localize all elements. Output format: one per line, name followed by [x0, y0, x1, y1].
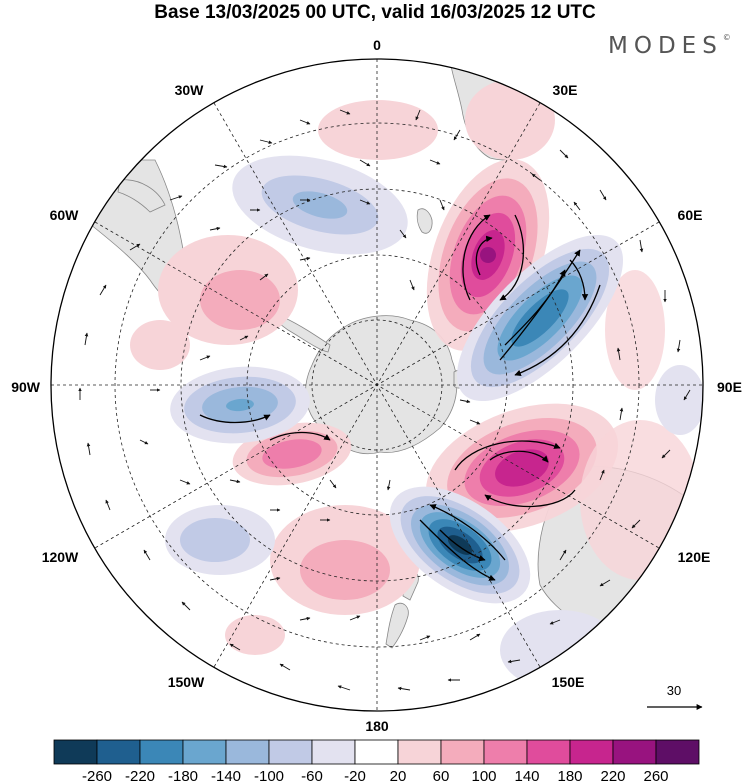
reference-vector: 30 [647, 683, 703, 710]
lon-label-120e: 120E [678, 549, 711, 565]
colorbar-swatch-10 [483, 739, 528, 765]
madagascar-land [416, 208, 433, 234]
lon-label-30w: 30W [175, 82, 205, 98]
positive-anomaly-left-edge [130, 320, 190, 370]
lon-label-30e: 30E [553, 82, 578, 98]
colorbar-tick-label: -140 [211, 768, 241, 783]
colorbar-tick-label: -20 [344, 768, 366, 783]
meridians [51, 59, 703, 711]
reference-vector-label: 30 [667, 683, 681, 698]
map-title: Base 13/03/2025 00 UTC, valid 16/03/2025… [154, 2, 596, 23]
map-border [50, 58, 704, 712]
positive-anomaly-southwest-edge [225, 615, 285, 655]
colorbar-tick-label: 60 [433, 768, 450, 783]
brand-logo: MODES© [608, 33, 731, 59]
colorbar-tick-label: 180 [557, 768, 582, 783]
colorbar-swatch-8 [397, 739, 442, 765]
south-america-west-land [117, 179, 166, 213]
colorbar-swatch-6 [311, 739, 356, 765]
colorbar-swatch-0 [53, 739, 98, 765]
negative-anomaly-centre-southeast [389, 486, 531, 604]
new-zealand-north-land [385, 602, 409, 649]
colorbar-swatch-13 [612, 739, 657, 765]
negative-anomaly-southwest-inner [180, 518, 250, 562]
positive-anomaly-africa [465, 80, 555, 160]
colorbar-swatch-9 [440, 739, 485, 765]
lon-label-90w: 90W [11, 379, 41, 395]
copyright-mark: © [722, 33, 731, 42]
colorbar-swatch-2 [139, 739, 184, 765]
colorbar-tick-label: -260 [82, 768, 112, 783]
lon-label-0: 0 [373, 37, 381, 53]
lon-label-150w: 150W [168, 674, 205, 690]
colorbar-tick-label: -60 [301, 768, 323, 783]
longitude-labels: 0 30E 60E 90E 120E 150E 180 150W 120W 90… [11, 37, 742, 734]
colorbar-tick-label: 100 [471, 768, 496, 783]
colorbar-tick-label: 260 [643, 768, 668, 783]
lon-label-150e: 150E [552, 674, 585, 690]
colorbar-swatch-1 [96, 739, 141, 765]
negative-anomaly-north [232, 155, 408, 255]
colorbar-swatch-5 [268, 739, 313, 765]
colorbar-swatch-7 [354, 739, 399, 765]
lon-label-180: 180 [365, 718, 389, 734]
colorbar-swatch-14 [655, 739, 700, 765]
negative-anomaly-east-edge [655, 365, 703, 435]
colorbar-swatch-4 [225, 739, 270, 765]
positive-anomaly-south-inner [300, 540, 390, 600]
lon-label-60w: 60W [50, 207, 80, 223]
colorbar-tick-label: 20 [390, 768, 407, 783]
brand-text: MODES [608, 33, 723, 59]
colorbar: -260 -220 -180 -140 -100 -60 -20 20 60 100 140 180 2… [53, 739, 700, 783]
colorbar-tick-label: -180 [168, 768, 198, 783]
colorbar-tick-label: 140 [514, 768, 539, 783]
positive-anomaly-west-inner [200, 270, 280, 330]
colorbar-swatch-12 [569, 739, 614, 765]
colorbar-swatch-3 [182, 739, 227, 765]
positive-anomaly-north [318, 100, 438, 160]
colorbar-tick-label: 220 [600, 768, 625, 783]
map-disk [51, 59, 703, 711]
colorbar-tick-label: -220 [125, 768, 155, 783]
wind-streamlines [199, 214, 601, 581]
lon-label-60e: 60E [678, 207, 703, 223]
colorbar-tick-label: -100 [254, 768, 284, 783]
lon-label-90e: 90E [717, 379, 742, 395]
lon-label-120w: 120W [42, 549, 79, 565]
positive-anomaly-field [130, 80, 700, 655]
colorbar-swatch-11 [526, 739, 571, 765]
